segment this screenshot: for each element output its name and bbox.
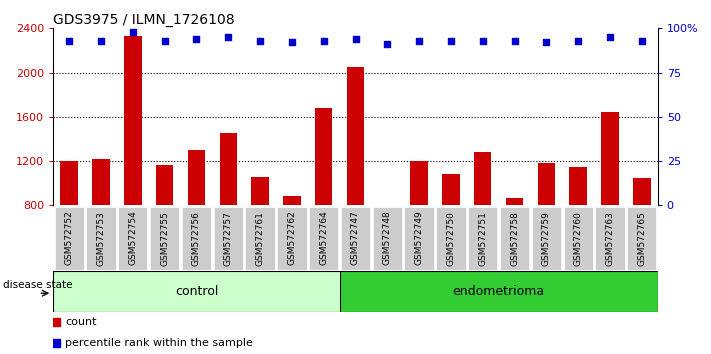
Bar <box>538 163 555 205</box>
Bar <box>500 207 529 269</box>
Bar <box>468 207 498 269</box>
Point <box>191 36 202 42</box>
Bar <box>532 207 561 269</box>
Point <box>287 40 298 45</box>
Bar <box>373 207 402 269</box>
Text: GSM572751: GSM572751 <box>479 211 487 266</box>
Bar <box>182 207 211 269</box>
Point <box>382 41 393 47</box>
Bar <box>405 207 434 269</box>
Bar <box>309 207 338 269</box>
Bar <box>315 108 333 205</box>
Bar <box>602 113 619 205</box>
Bar <box>283 196 301 205</box>
Bar <box>340 271 658 312</box>
Point <box>572 38 584 44</box>
Text: GSM572761: GSM572761 <box>255 211 264 266</box>
Bar <box>220 133 237 205</box>
Bar <box>245 207 274 269</box>
Text: control: control <box>175 285 218 298</box>
Bar <box>410 161 428 205</box>
Text: GSM572747: GSM572747 <box>351 211 360 266</box>
Point <box>95 38 107 44</box>
Text: GSM572758: GSM572758 <box>510 211 519 266</box>
Bar <box>442 175 460 205</box>
Point <box>255 38 266 44</box>
Text: GSM572764: GSM572764 <box>319 211 328 266</box>
Bar <box>277 207 306 269</box>
Text: GSM572765: GSM572765 <box>637 211 646 266</box>
Text: GSM572752: GSM572752 <box>65 211 74 266</box>
Point <box>50 319 62 325</box>
Bar <box>124 36 141 205</box>
Text: disease state: disease state <box>3 280 72 290</box>
Point <box>350 36 361 42</box>
Point <box>509 38 520 44</box>
Point <box>223 34 234 40</box>
Text: GSM572753: GSM572753 <box>97 211 105 266</box>
Bar <box>55 207 84 269</box>
Point <box>636 38 648 44</box>
Bar <box>437 207 466 269</box>
Bar <box>341 207 370 269</box>
Point <box>604 34 616 40</box>
Bar <box>118 207 147 269</box>
Bar <box>595 207 624 269</box>
Text: GSM572755: GSM572755 <box>160 211 169 266</box>
Text: GSM572756: GSM572756 <box>192 211 201 266</box>
Bar <box>213 207 243 269</box>
Text: GSM572754: GSM572754 <box>129 211 137 266</box>
Bar <box>188 150 205 205</box>
Bar <box>474 152 491 205</box>
Bar <box>53 271 340 312</box>
Text: count: count <box>65 317 97 327</box>
Point <box>445 38 456 44</box>
Point <box>159 38 171 44</box>
Bar <box>92 159 109 205</box>
Bar <box>506 198 523 205</box>
Text: GSM572760: GSM572760 <box>574 211 582 266</box>
Text: endometrioma: endometrioma <box>453 285 545 298</box>
Point <box>413 38 424 44</box>
Text: GDS3975 / ILMN_1726108: GDS3975 / ILMN_1726108 <box>53 13 235 27</box>
Point <box>318 38 329 44</box>
Text: percentile rank within the sample: percentile rank within the sample <box>65 338 253 348</box>
Bar <box>347 67 364 205</box>
Point <box>50 341 62 346</box>
Text: GSM572748: GSM572748 <box>383 211 392 266</box>
Bar <box>156 166 173 205</box>
Point <box>540 40 552 45</box>
Bar <box>251 177 269 205</box>
Bar <box>60 161 78 205</box>
Bar <box>150 207 179 269</box>
Point <box>63 38 75 44</box>
Bar <box>564 207 593 269</box>
Text: GSM572763: GSM572763 <box>606 211 614 266</box>
Point <box>477 38 488 44</box>
Text: GSM572750: GSM572750 <box>447 211 456 266</box>
Bar <box>627 207 656 269</box>
Bar <box>633 178 651 205</box>
Bar <box>378 205 396 207</box>
Text: GSM572757: GSM572757 <box>224 211 232 266</box>
Text: GSM572759: GSM572759 <box>542 211 551 266</box>
Bar <box>87 207 116 269</box>
Text: GSM572749: GSM572749 <box>415 211 424 266</box>
Point <box>127 29 139 35</box>
Bar <box>570 167 587 205</box>
Text: GSM572762: GSM572762 <box>287 211 296 266</box>
